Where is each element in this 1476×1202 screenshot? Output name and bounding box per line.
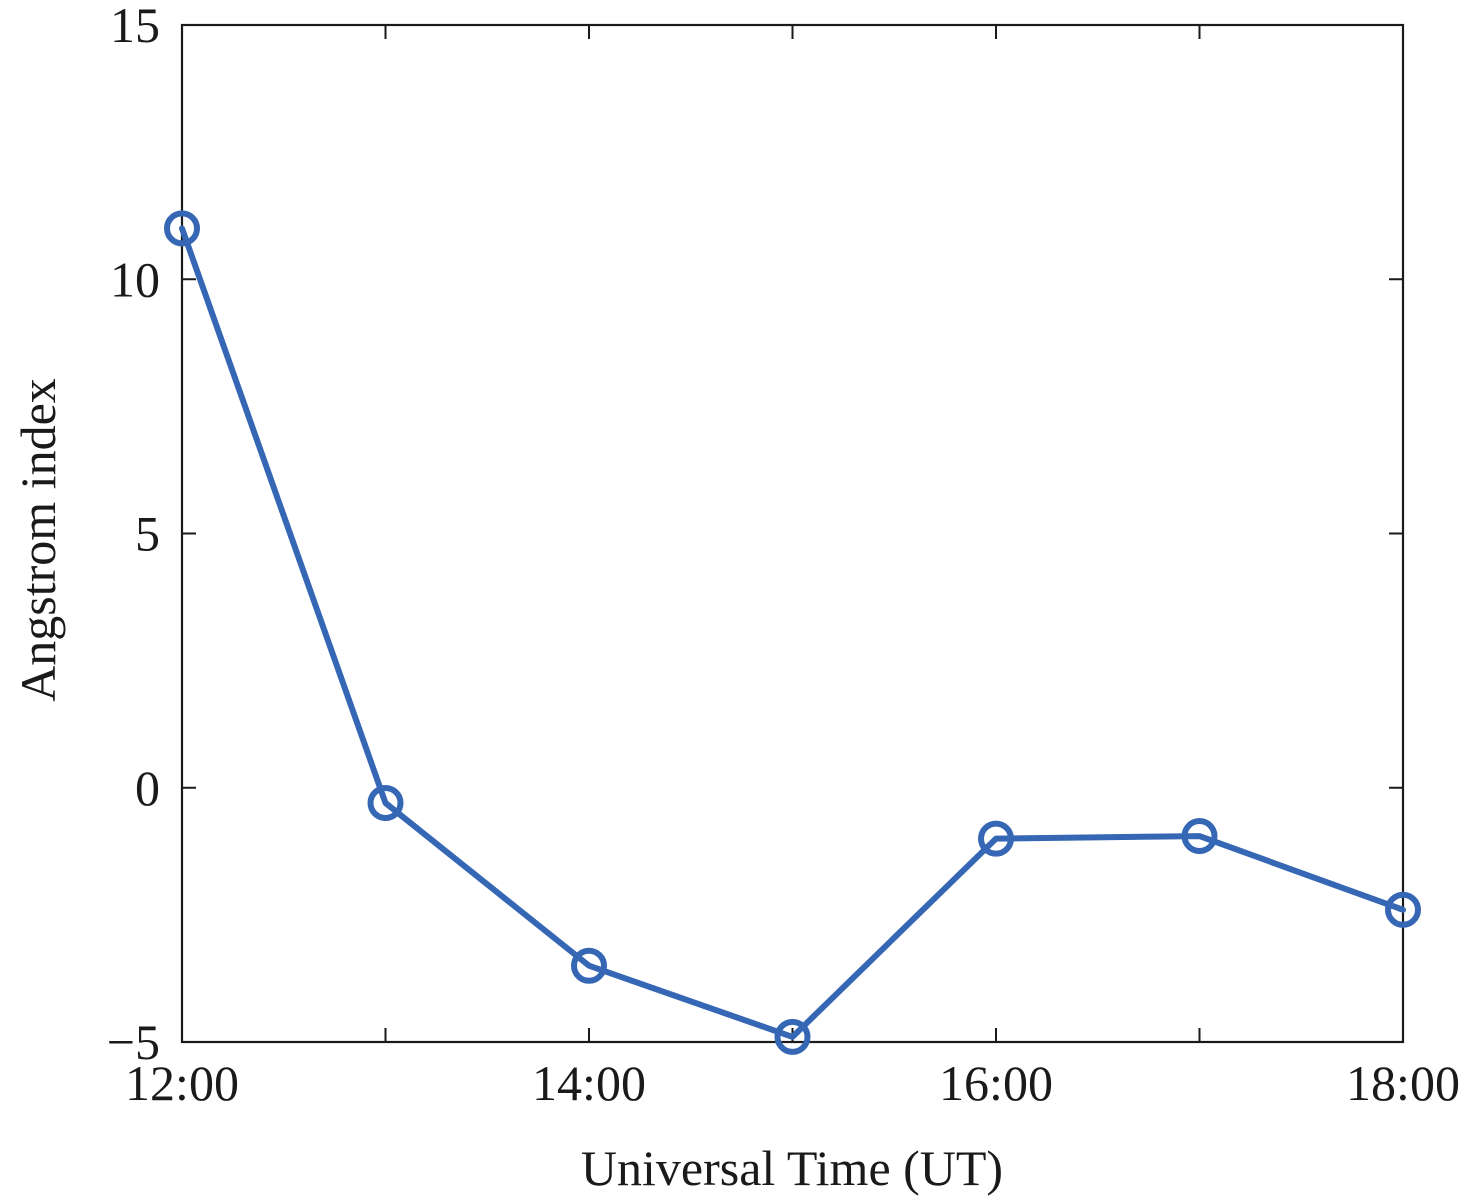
y-axis-ticks: −5 0 5 10 15 <box>107 0 1403 1070</box>
axes-frame <box>180 23 1405 1044</box>
y-tick-label: 0 <box>135 760 160 816</box>
data-point-marker <box>367 785 404 822</box>
series-line <box>179 225 1406 1040</box>
data-point-marker <box>1181 818 1218 855</box>
x-tick-label: 14:00 <box>532 1055 646 1111</box>
x-tick-label: 12:00 <box>125 1055 239 1111</box>
plot-box <box>180 23 1405 1044</box>
x-tick-label: 18:00 <box>1346 1055 1460 1111</box>
x-axis-ticks: 12:00 14:00 16:00 18:00 <box>125 25 1460 1111</box>
data-point-marker <box>164 210 200 247</box>
x-tick-label: 16:00 <box>939 1055 1053 1111</box>
data-point-marker <box>774 1018 811 1055</box>
data-point-marker <box>571 947 607 984</box>
y-tick-label: −5 <box>107 1014 160 1070</box>
data-point-marker <box>1385 891 1421 928</box>
series-layer <box>164 210 1421 1055</box>
data-point-marker <box>978 820 1014 857</box>
y-tick-label: 15 <box>110 0 160 53</box>
x-axis-title: Universal Time (UT) <box>581 1140 1003 1196</box>
y-tick-label: 5 <box>135 506 160 562</box>
y-axis-title: Angstrom index <box>10 378 66 702</box>
y-tick-label: 10 <box>110 251 160 307</box>
